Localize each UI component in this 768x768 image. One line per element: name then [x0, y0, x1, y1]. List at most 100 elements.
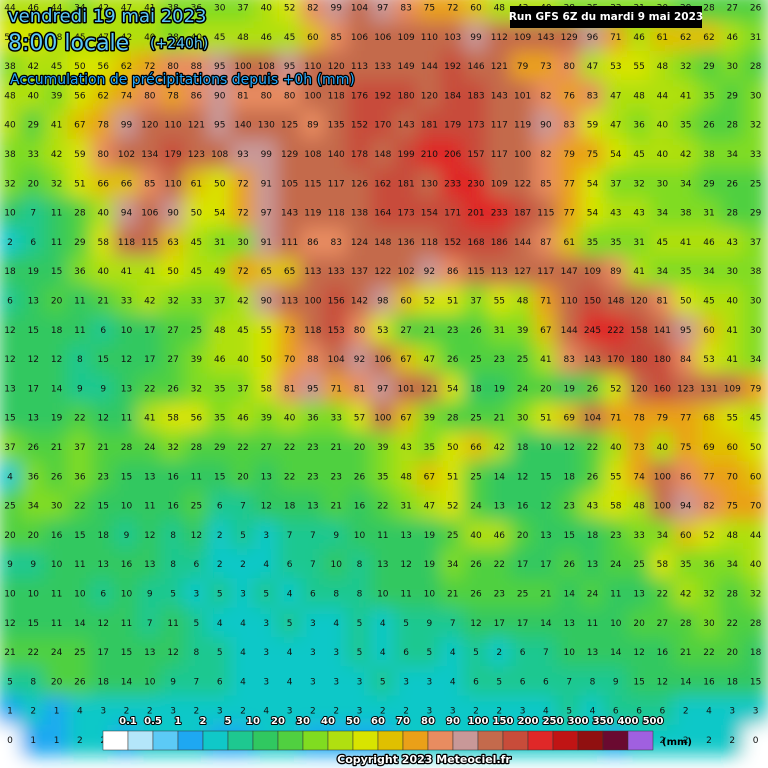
- grid-value: 26: [470, 560, 482, 570]
- grid-value: 27: [167, 355, 178, 365]
- grid-value: 143: [398, 121, 415, 131]
- grid-value: 152: [444, 238, 461, 248]
- field-cell: [649, 607, 676, 639]
- grid-value: 8: [77, 355, 83, 365]
- field-cell: [696, 461, 722, 493]
- field-cell: [230, 519, 256, 552]
- field-cell: [230, 578, 256, 610]
- field-cell: [626, 695, 652, 727]
- grid-value: 133: [328, 267, 345, 277]
- field-cell: [346, 636, 373, 669]
- grid-value: 25: [470, 355, 481, 365]
- grid-value: 19: [424, 560, 436, 570]
- grid-value: 12: [470, 619, 481, 629]
- legend-label: 20: [271, 716, 285, 727]
- grid-value: 50: [680, 297, 692, 307]
- field-cell: [556, 50, 582, 83]
- field-cell: [673, 724, 699, 757]
- field-cell: [113, 168, 140, 200]
- grid-value: 3: [263, 619, 269, 629]
- field-cell: [533, 402, 559, 434]
- grid-value: 36: [307, 414, 319, 424]
- field-cell: [556, 285, 582, 317]
- field-cell: [603, 666, 629, 698]
- field-cell: [696, 50, 722, 83]
- legend-swatch: [277, 730, 304, 751]
- grid-value: 17: [144, 326, 155, 336]
- field-cell: [486, 490, 512, 522]
- legend-swatch: [377, 730, 404, 751]
- grid-value: 131: [700, 384, 717, 394]
- grid-value: 12: [28, 355, 39, 365]
- field-cell: [742, 695, 768, 727]
- field-cell: [393, 490, 419, 522]
- field-cell: [160, 549, 186, 581]
- grid-value: 121: [421, 384, 438, 394]
- field-cell: [556, 695, 582, 727]
- grid-value: 150: [584, 297, 601, 307]
- field-cell: [160, 343, 186, 376]
- field-cell: [0, 226, 23, 259]
- grid-value: 52: [447, 502, 458, 512]
- grid-value: 26: [563, 560, 575, 570]
- field-cell: [276, 197, 303, 229]
- grid-value: 27: [657, 619, 668, 629]
- field-cell: [696, 168, 722, 200]
- grid-value: 3: [287, 707, 293, 717]
- grid-value: 81: [237, 91, 248, 101]
- field-cell: [719, 578, 745, 610]
- field-cell: [346, 549, 373, 581]
- grid-value: 222: [607, 326, 624, 336]
- field-cell: [579, 549, 606, 581]
- grid-value: 37: [74, 443, 85, 453]
- grid-value: 134: [141, 150, 158, 160]
- grid-value: 110: [304, 62, 321, 72]
- grid-value: 47: [97, 33, 108, 43]
- field-cell: [207, 168, 233, 200]
- grid-value: 4: [706, 707, 712, 717]
- field-cell: [300, 666, 326, 698]
- grid-value: 25: [517, 590, 528, 600]
- grid-value: 23: [563, 502, 574, 512]
- run-info: Run GFS 6Z du mardi 9 mai 2023: [509, 11, 703, 23]
- grid-value: 23: [307, 443, 318, 453]
- field-cell: [207, 519, 233, 552]
- grid-value: 36: [703, 560, 715, 570]
- field-cell: [113, 695, 140, 727]
- grid-value: 6: [403, 648, 409, 658]
- grid-value: 30: [727, 267, 739, 277]
- grid-value: 55: [610, 472, 621, 482]
- grid-value: 4: [590, 707, 596, 717]
- field-cell: [253, 0, 279, 24]
- legend-swatch: [227, 730, 254, 751]
- field-cell: [230, 695, 256, 727]
- field-cell: [486, 578, 512, 610]
- grid-value: 173: [398, 209, 415, 219]
- grid-value: 110: [421, 33, 438, 43]
- grid-value: 80: [144, 91, 156, 101]
- grid-value: 27: [400, 326, 411, 336]
- grid-value: 48: [400, 472, 412, 482]
- field-cell: [20, 578, 46, 610]
- field-cell: [43, 695, 70, 727]
- field-cell: [649, 168, 676, 200]
- field-cell: [742, 343, 768, 376]
- grid-value: 12: [540, 502, 551, 512]
- field-cell: [300, 519, 326, 552]
- field-cell: [533, 607, 559, 639]
- field-cell: [300, 226, 326, 259]
- legend-swatch: [552, 730, 579, 751]
- grid-value: 4: [450, 648, 456, 658]
- grid-value: 34: [28, 502, 40, 512]
- grid-value: 40: [144, 33, 156, 43]
- field-cell: [440, 80, 466, 112]
- field-cell: [556, 256, 582, 288]
- field-cell: [416, 256, 443, 288]
- field-cell: [183, 197, 210, 229]
- field-cell: [323, 109, 349, 141]
- field-cell: [113, 607, 140, 639]
- field-cell: [626, 431, 652, 464]
- grid-value: 21: [447, 590, 458, 600]
- grid-value: 13: [540, 531, 551, 541]
- legend-swatch: [302, 730, 329, 751]
